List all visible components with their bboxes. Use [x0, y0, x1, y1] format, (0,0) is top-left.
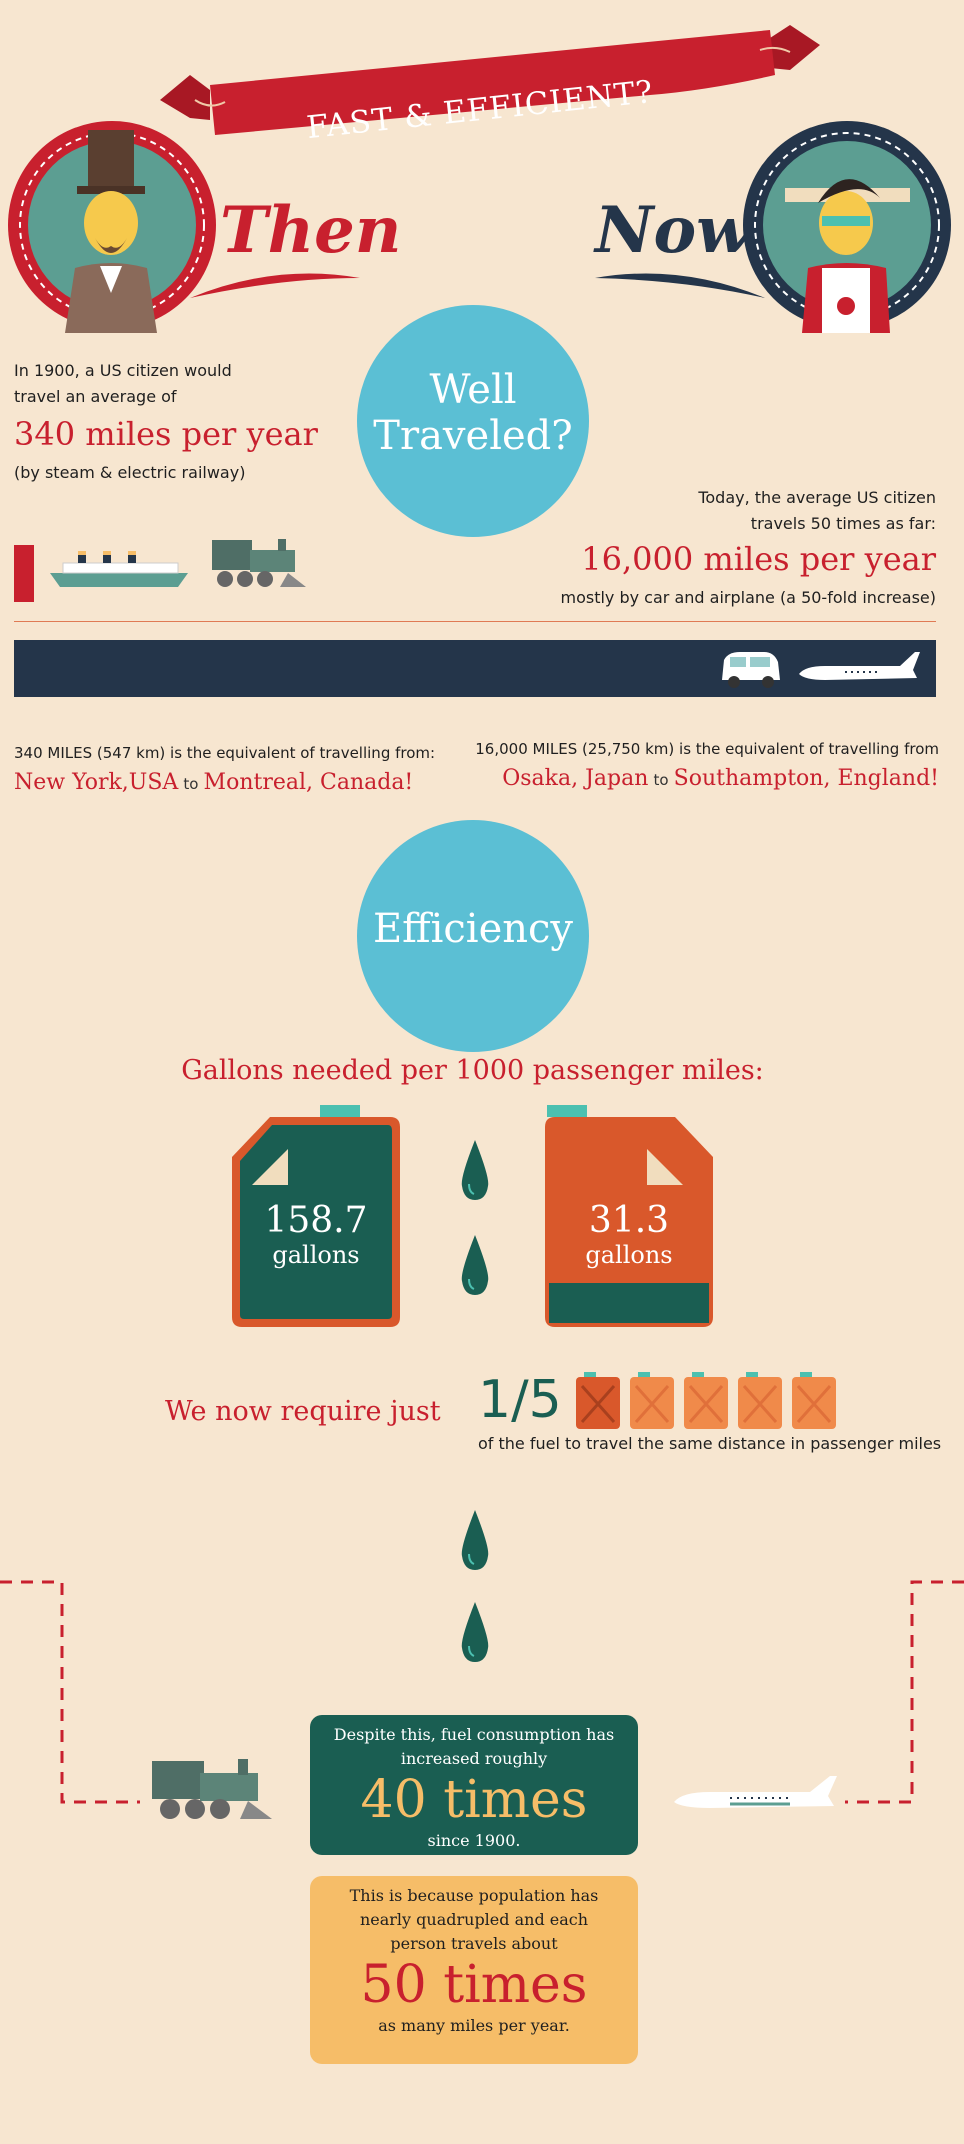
- mini-can-icon: [684, 1372, 728, 1429]
- then-swash: [190, 273, 360, 298]
- gallons-1900-unit: gallons: [272, 1241, 360, 1269]
- now-intro-line2: travels 50 times as far:: [750, 514, 936, 533]
- jet-icon: [674, 1776, 837, 1808]
- efficiency-subtitle: Gallons needed per 1000 passenger miles:: [181, 1055, 764, 1086]
- efficiency-title: Efficiency: [372, 906, 574, 952]
- gallons-today: 31.3: [588, 1200, 670, 1241]
- can-1900-value: 158.7 gallons: [230, 1200, 402, 1269]
- can-today-value: 31.3 gallons: [543, 1200, 715, 1269]
- population-line2: nearly quadrupled and each: [359, 1910, 589, 1929]
- consumption-line3: since 1900.: [427, 1831, 521, 1850]
- then-miles: 340 miles per year: [14, 415, 318, 453]
- consumption-line1: Despite this, fuel consumption has: [333, 1725, 615, 1744]
- right-destination: Southampton, England!: [673, 766, 939, 791]
- then-intro: In 1900, a US citizen would travel an av…: [14, 358, 232, 410]
- fraction: 1/5: [478, 1370, 562, 1430]
- population-box: This is because population has nearly qu…: [310, 1876, 638, 2064]
- mini-can-icon: [576, 1372, 620, 1429]
- then-label: Then: [220, 193, 402, 268]
- right-to: to: [653, 771, 669, 789]
- fuel-drop-icon: [461, 1235, 489, 1295]
- left-distance-intro: 340 MILES (547 km) is the equivalent of …: [14, 744, 436, 762]
- population-line3: person travels about: [390, 1934, 558, 1953]
- fuel-can-today: [545, 1105, 713, 1327]
- divider: [14, 621, 936, 622]
- right-route: Osaka, Japan to Southampton, England!: [502, 766, 939, 791]
- population-figure: 50 times: [360, 1955, 588, 2015]
- now-intro-line1: Today, the average US citizen: [698, 488, 936, 507]
- now-miles: 16,000 miles per year: [581, 540, 936, 578]
- consumption-figure: 40 times: [360, 1770, 588, 1830]
- red-marker: [14, 545, 34, 602]
- now-portrait: [743, 121, 951, 333]
- now-label: Now: [595, 193, 752, 268]
- gallons-today-unit: gallons: [585, 1241, 673, 1269]
- title-banner: [160, 25, 820, 135]
- population-line1: This is because population has: [349, 1886, 599, 1905]
- fuel-drop-icon: [461, 1140, 489, 1200]
- left-origin: New York,USA: [14, 770, 179, 795]
- consumption-line2: increased roughly: [400, 1749, 548, 1768]
- fraction-note: of the fuel to travel the same distance …: [478, 1434, 942, 1453]
- locomotive-icon: [212, 539, 306, 587]
- left-destination: Montreal, Canada!: [203, 770, 414, 795]
- then-intro-line2: travel an average of: [14, 387, 177, 406]
- then-note: (by steam & electric railway): [14, 463, 246, 482]
- well-traveled-title-2: Traveled?: [373, 413, 573, 459]
- mini-can-icon: [738, 1372, 782, 1429]
- fuel-drop-icon: [461, 1510, 489, 1570]
- ship-icon: [50, 551, 188, 587]
- left-route: New York,USA to Montreal, Canada!: [14, 770, 413, 795]
- efficiency-bubble: Efficiency: [357, 820, 589, 1052]
- jet-icon: [799, 652, 920, 680]
- mini-fuel-cans: [576, 1372, 836, 1429]
- then-intro-line1: In 1900, a US citizen would: [14, 361, 232, 380]
- now-intro: Today, the average US citizen travels 50…: [698, 485, 936, 537]
- transport-bar: [14, 640, 936, 697]
- left-to: to: [183, 775, 199, 793]
- population-line4: as many miles per year.: [378, 2016, 570, 2035]
- dashed-connectors: [0, 1580, 964, 1804]
- then-portrait: [8, 121, 216, 333]
- car-icon: [722, 652, 780, 688]
- locomotive-icon: [152, 1759, 272, 1819]
- fuel-can-1900: [232, 1105, 400, 1327]
- well-traveled-title-1: Well: [429, 367, 517, 413]
- fuel-drop-icon: [461, 1602, 489, 1662]
- right-origin: Osaka, Japan: [502, 766, 649, 791]
- right-distance-intro: 16,000 MILES (25,750 km) is the equivale…: [475, 740, 939, 758]
- consumption-box: Despite this, fuel consumption has incre…: [310, 1715, 638, 1855]
- now-swash: [595, 273, 765, 298]
- well-traveled-bubble: Well Traveled?: [357, 305, 589, 537]
- require-text: We now require just: [165, 1396, 441, 1427]
- mini-can-icon: [792, 1372, 836, 1429]
- now-note: mostly by car and airplane (a 50-fold in…: [560, 588, 936, 607]
- gallons-1900: 158.7: [264, 1200, 368, 1241]
- mini-can-icon: [630, 1372, 674, 1429]
